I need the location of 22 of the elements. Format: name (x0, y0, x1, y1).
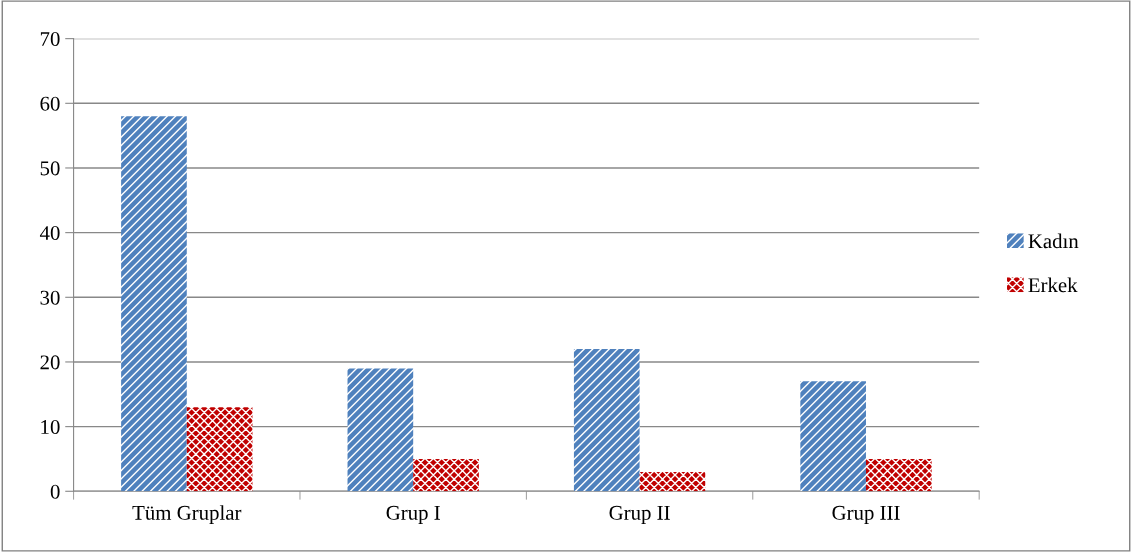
bar (347, 368, 414, 492)
x-tick-label: Tüm Gruplar (132, 505, 242, 525)
legend-label: Kadın (1028, 233, 1079, 249)
bar (573, 349, 640, 492)
legend-label: Erkek (1028, 277, 1078, 293)
bar (121, 116, 187, 492)
bar (413, 458, 479, 492)
x-tick-label: Grup I (386, 505, 440, 525)
y-tick-label: 10 (41, 419, 60, 435)
bar (639, 471, 706, 492)
y-tick-label: 60 (40, 96, 60, 111)
x-tick-label: Grup III (832, 505, 900, 525)
y-tick-label: 30 (40, 290, 60, 305)
y-tick-label: 40 (39, 226, 60, 241)
bar (800, 381, 866, 492)
y-tick-label: 70 (40, 32, 60, 47)
bar (865, 458, 932, 492)
bar (186, 407, 253, 492)
y-tick-label: 50 (40, 161, 60, 176)
x-tick-label: Grup II (609, 505, 670, 525)
y-tick-label: 0 (50, 484, 60, 499)
y-tick-label: 20 (40, 355, 60, 370)
